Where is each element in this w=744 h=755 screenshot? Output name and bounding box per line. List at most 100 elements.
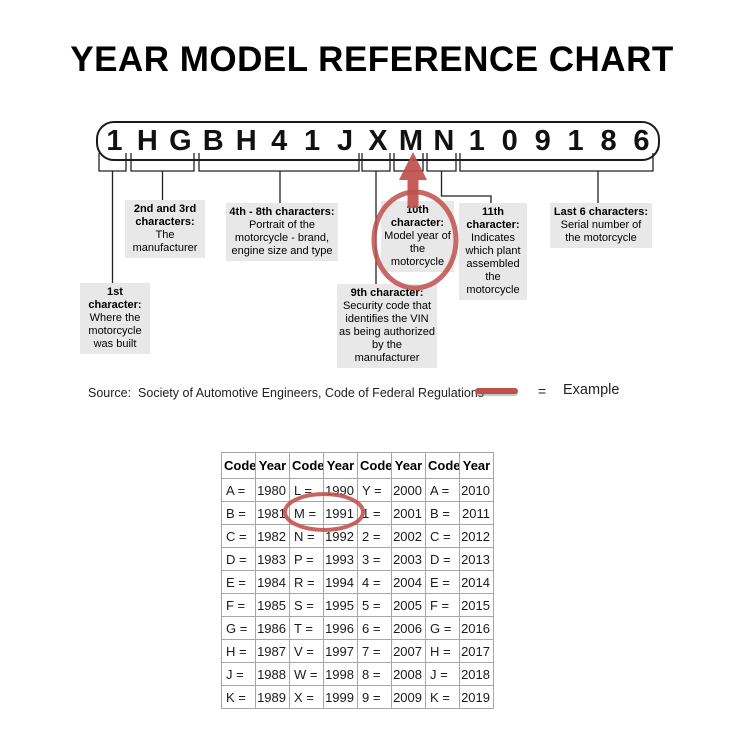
code-cell: 7 = bbox=[357, 639, 392, 663]
year-cell: 2010 bbox=[459, 478, 494, 502]
year-cell: 1987 bbox=[255, 639, 290, 663]
code-cell: 2 = bbox=[357, 524, 392, 548]
table-header-cell: Year bbox=[459, 452, 494, 479]
code-cell: H = bbox=[221, 639, 256, 663]
table-row: D = 1983 P = 1993 3 = 2003 D = 2013 bbox=[221, 547, 494, 571]
table-header-cell: Year bbox=[391, 452, 426, 479]
year-cell: 1986 bbox=[255, 616, 290, 640]
code-cell: B = bbox=[221, 501, 256, 525]
code-cell: E = bbox=[425, 570, 460, 594]
callout-last-6-characters: Last 6 characters: Serial number of the … bbox=[550, 203, 652, 248]
code-cell: T = bbox=[289, 616, 324, 640]
code-cell: S = bbox=[289, 593, 324, 617]
vin-character: 0 bbox=[501, 125, 518, 157]
year-cell: 2005 bbox=[391, 593, 426, 617]
year-cell: 2011 bbox=[459, 501, 494, 525]
table-row: K = 1989 X = 1999 9 = 2009 K = 2019 bbox=[221, 685, 494, 709]
year-cell: 2013 bbox=[459, 547, 494, 571]
callout-title: 2nd and 3rd characters: bbox=[133, 203, 197, 228]
page-title: YEAR MODEL REFERENCE CHART bbox=[70, 40, 674, 79]
code-cell: L = bbox=[289, 478, 324, 502]
table-row: F = 1985 S = 1995 5 = 2005 F = 2015 bbox=[221, 593, 494, 617]
callout-10th-character: 10th character: Model year of the motorc… bbox=[381, 201, 454, 272]
code-cell: K = bbox=[221, 685, 256, 709]
year-cell: 1999 bbox=[323, 685, 358, 709]
vin-character: 8 bbox=[600, 125, 617, 157]
table-header-cell: Year bbox=[255, 452, 290, 479]
year-cell: 1997 bbox=[323, 639, 358, 663]
year-cell: 2004 bbox=[391, 570, 426, 594]
code-cell: 3 = bbox=[357, 547, 392, 571]
year-cell: 2015 bbox=[459, 593, 494, 617]
year-cell: 2002 bbox=[391, 524, 426, 548]
vin-character: N bbox=[433, 125, 455, 157]
callout-title: 1st character: bbox=[88, 286, 142, 311]
code-cell: C = bbox=[425, 524, 460, 548]
callout-body: Where the motorcycle was built bbox=[88, 312, 142, 350]
table-row: E = 1984 R = 1994 4 = 2004 E = 2014 bbox=[221, 570, 494, 594]
code-cell: E = bbox=[221, 570, 256, 594]
vin-character: 4 bbox=[271, 125, 288, 157]
legend-example-label: Example bbox=[563, 382, 620, 398]
year-cell: 1991 bbox=[323, 501, 358, 525]
code-cell: F = bbox=[425, 593, 460, 617]
year-cell: 2009 bbox=[391, 685, 426, 709]
source-text: Source: Society of Automotive Engineers,… bbox=[88, 386, 485, 400]
year-cell: 2001 bbox=[391, 501, 426, 525]
vin-character: 6 bbox=[633, 125, 650, 157]
callout-title: 11th character: bbox=[466, 206, 520, 231]
code-cell: 1 = bbox=[357, 501, 392, 525]
legend-equals-sign: = bbox=[538, 383, 547, 399]
example-line-icon bbox=[475, 388, 518, 394]
code-cell: W = bbox=[289, 662, 324, 686]
code-cell: R = bbox=[289, 570, 324, 594]
code-cell: B = bbox=[425, 501, 460, 525]
callout-title: Last 6 characters: bbox=[553, 206, 649, 218]
year-cell: 1992 bbox=[323, 524, 358, 548]
callout-title: 4th - 8th characters: bbox=[229, 206, 335, 218]
table-row: A = 1980 L = 1990 Y = 2000 A = 2010 bbox=[221, 478, 494, 502]
callout-body: Model year of the motorcycle bbox=[384, 230, 451, 268]
callout-9th-character: 9th character: Security code that identi… bbox=[337, 284, 437, 368]
code-cell: J = bbox=[425, 662, 460, 686]
year-cell: 2017 bbox=[459, 639, 494, 663]
callout-title: 10th character: bbox=[390, 204, 445, 229]
year-cell: 2000 bbox=[391, 478, 426, 502]
callout-2nd-3rd-characters: 2nd and 3rd characters: The manufacturer bbox=[125, 200, 205, 258]
vin-character: M bbox=[398, 125, 423, 157]
code-cell: 5 = bbox=[357, 593, 392, 617]
table-body: A = 1980 L = 1990 Y = 2000 A = 2010 B = 1981 M = 19… bbox=[221, 478, 494, 709]
code-cell: 8 = bbox=[357, 662, 392, 686]
table-header-row: Code Year Code Year Code Year Code Year bbox=[221, 452, 494, 479]
vin-character: J bbox=[336, 125, 354, 157]
table-header-cell: Code bbox=[357, 452, 392, 479]
code-cell: F = bbox=[221, 593, 256, 617]
year-cell: 1983 bbox=[255, 547, 290, 571]
year-cell: 1998 bbox=[323, 662, 358, 686]
table-row: B = 1981 M = 1991 1 = 2001 B = 2011 bbox=[221, 501, 494, 525]
year-cell: 2019 bbox=[459, 685, 494, 709]
year-cell: 1984 bbox=[255, 570, 290, 594]
table-header-cell: Year bbox=[323, 452, 358, 479]
vin-character: 9 bbox=[534, 125, 551, 157]
table-header-cell: Code bbox=[221, 452, 256, 479]
callout-body: Serial number of the motorcycle bbox=[560, 219, 642, 244]
callout-1st-character: 1st character: Where the motorcycle was … bbox=[80, 283, 150, 354]
callout-body: Indicates which plant assembled the moto… bbox=[465, 232, 521, 296]
year-cell: 2016 bbox=[459, 616, 494, 640]
code-cell: K = bbox=[425, 685, 460, 709]
year-cell: 1990 bbox=[323, 478, 358, 502]
vin-character: 1 bbox=[304, 125, 321, 157]
year-cell: 1988 bbox=[255, 662, 290, 686]
callout-11th-character: 11th character: Indicates which plant as… bbox=[459, 203, 527, 300]
year-cell: 2006 bbox=[391, 616, 426, 640]
code-cell: A = bbox=[425, 478, 460, 502]
code-cell: Y = bbox=[357, 478, 392, 502]
year-cell: 2018 bbox=[459, 662, 494, 686]
vin-character: 1 bbox=[106, 125, 123, 157]
table-header-cell: Code bbox=[425, 452, 460, 479]
vin-character: G bbox=[169, 125, 192, 157]
year-cell: 1989 bbox=[255, 685, 290, 709]
